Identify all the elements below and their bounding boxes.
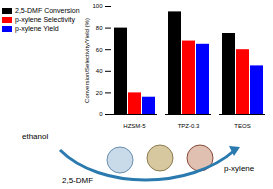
html-text:2,5-DMF Conversion: 2,5-DMF Conversion: [15, 7, 80, 14]
svg-text:20: 20: [96, 90, 103, 96]
html-text:p-xylene Selectivity: p-xylene Selectivity: [15, 16, 75, 23]
html-text:p-xylene: p-xylene: [224, 164, 255, 173]
html-text:p-xylene Yield: p-xylene Yield: [15, 25, 59, 32]
svg-text:HZSM-5: HZSM-5: [123, 123, 146, 129]
svg-text:100: 100: [92, 3, 103, 9]
svg-text:TEOS: TEOS: [234, 123, 250, 129]
svg-text:TPZ-0.3: TPZ-0.3: [178, 123, 200, 129]
svg-text:Conversion/Selectivity/Yield (: Conversion/Selectivity/Yield (%): [84, 18, 90, 103]
svg-text:60: 60: [96, 47, 103, 53]
html-text:2,5-DMF: 2,5-DMF: [62, 176, 94, 185]
svg-text:80: 80: [96, 25, 103, 31]
svg-text:40: 40: [96, 68, 103, 74]
html-text:ethanol: ethanol: [22, 132, 49, 141]
svg-text:0: 0: [99, 111, 103, 117]
